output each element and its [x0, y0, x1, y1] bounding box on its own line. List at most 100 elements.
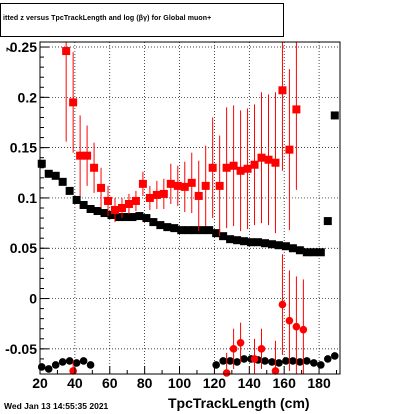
data-point-square [184, 226, 193, 235]
data-point-square [145, 193, 154, 202]
data-point-square [131, 196, 140, 205]
y-tick-label: 0.25 [10, 39, 37, 55]
data-point-square [254, 238, 263, 247]
data-point-circle [240, 355, 248, 363]
y-tick-label: 0.05 [10, 240, 37, 256]
data-point-square [156, 221, 165, 230]
data-point-circle [219, 357, 227, 365]
data-point-square [323, 217, 332, 226]
data-point-square [205, 226, 214, 235]
data-point-circle [233, 358, 241, 366]
x-tick-label: 160 [273, 375, 297, 391]
data-point-square [69, 98, 78, 107]
data-point-square [90, 163, 99, 172]
data-point-square [180, 182, 189, 191]
data-point-square [104, 196, 113, 205]
data-point-square [76, 151, 85, 160]
data-point-square [37, 159, 46, 168]
data-point-square [111, 206, 119, 215]
data-point-square [177, 226, 186, 235]
data-point-square [142, 214, 151, 223]
data-point-square [222, 163, 231, 172]
data-point-square [83, 151, 92, 160]
data-point-circle [212, 361, 220, 369]
data-point-square [51, 171, 60, 180]
data-point-square [201, 181, 210, 190]
data-point-square [316, 248, 325, 257]
x-tick-label: 180 [307, 375, 331, 391]
data-point-square [114, 213, 123, 222]
y-tick-label: -0.05 [5, 341, 37, 357]
data-point-square [271, 158, 280, 167]
data-point-square [44, 169, 53, 178]
data-point-square [93, 207, 102, 216]
data-point-square [97, 183, 106, 192]
data-point-circle [58, 358, 67, 366]
data-point-circle [86, 361, 95, 369]
y-tick-label: 0.1 [18, 190, 38, 206]
data-point-square [212, 229, 221, 238]
data-point-square [163, 223, 172, 232]
data-point-circle [285, 316, 294, 325]
data-point-square [243, 164, 252, 173]
data-point-circle [275, 359, 283, 367]
data-point-square [135, 212, 144, 221]
data-point-square [86, 205, 95, 214]
data-point-square [100, 209, 109, 218]
data-point-circle [257, 345, 266, 353]
data-point-circle [236, 339, 245, 347]
data-point-square [62, 47, 71, 56]
data-point-circle [250, 355, 259, 363]
data-point-circle [296, 358, 304, 366]
x-axis-label: TpcTrackLength (cm) [168, 395, 310, 411]
data-point-square [281, 242, 290, 251]
data-point-circle [65, 357, 74, 365]
data-point-square [149, 218, 158, 227]
data-point-circle [72, 359, 81, 367]
data-point-circle [51, 361, 60, 369]
data-point-square [117, 204, 126, 212]
y-tick-label: 0 [29, 291, 37, 307]
data-point-square [173, 181, 182, 190]
data-point-square [278, 86, 287, 95]
data-point-square [295, 246, 304, 255]
data-point-square [128, 213, 137, 222]
data-point-square [233, 236, 242, 245]
data-point-square [226, 235, 235, 244]
y-tick-label: 0.2 [18, 89, 38, 105]
data-point-circle [268, 358, 276, 366]
data-point-circle [44, 365, 53, 373]
data-point-circle [310, 359, 318, 367]
data-point-square [285, 145, 294, 154]
data-point-square [159, 189, 168, 198]
data-point-square [208, 163, 217, 172]
x-tick-label: 80 [137, 375, 153, 391]
data-point-circle [229, 345, 238, 353]
data-point-square [274, 241, 283, 250]
data-point-square [309, 248, 318, 257]
data-point-square [240, 237, 249, 246]
x-tick-label: 100 [168, 375, 192, 391]
chart-title: itted z versus TpcTrackLength and log (β… [3, 15, 212, 22]
data-point-square [229, 161, 238, 170]
x-tick-label: 140 [238, 375, 262, 391]
x-tick-label: 120 [203, 375, 227, 391]
data-point-square [288, 244, 297, 253]
data-point-circle [299, 325, 308, 334]
data-point-square [330, 111, 339, 120]
data-point-square [124, 199, 133, 208]
data-point-square [198, 226, 207, 235]
data-point-square [302, 248, 311, 257]
data-point-square [236, 166, 245, 175]
data-point-square [107, 211, 116, 220]
data-point-circle [226, 357, 234, 365]
data-point-circle [317, 361, 325, 369]
data-point-square [267, 240, 276, 249]
data-point-square [247, 238, 256, 247]
x-tick-label: 60 [102, 375, 118, 391]
data-point-circle [278, 300, 287, 309]
data-point-circle [330, 352, 339, 360]
data-point-square [138, 179, 147, 188]
data-point-square [58, 177, 67, 186]
